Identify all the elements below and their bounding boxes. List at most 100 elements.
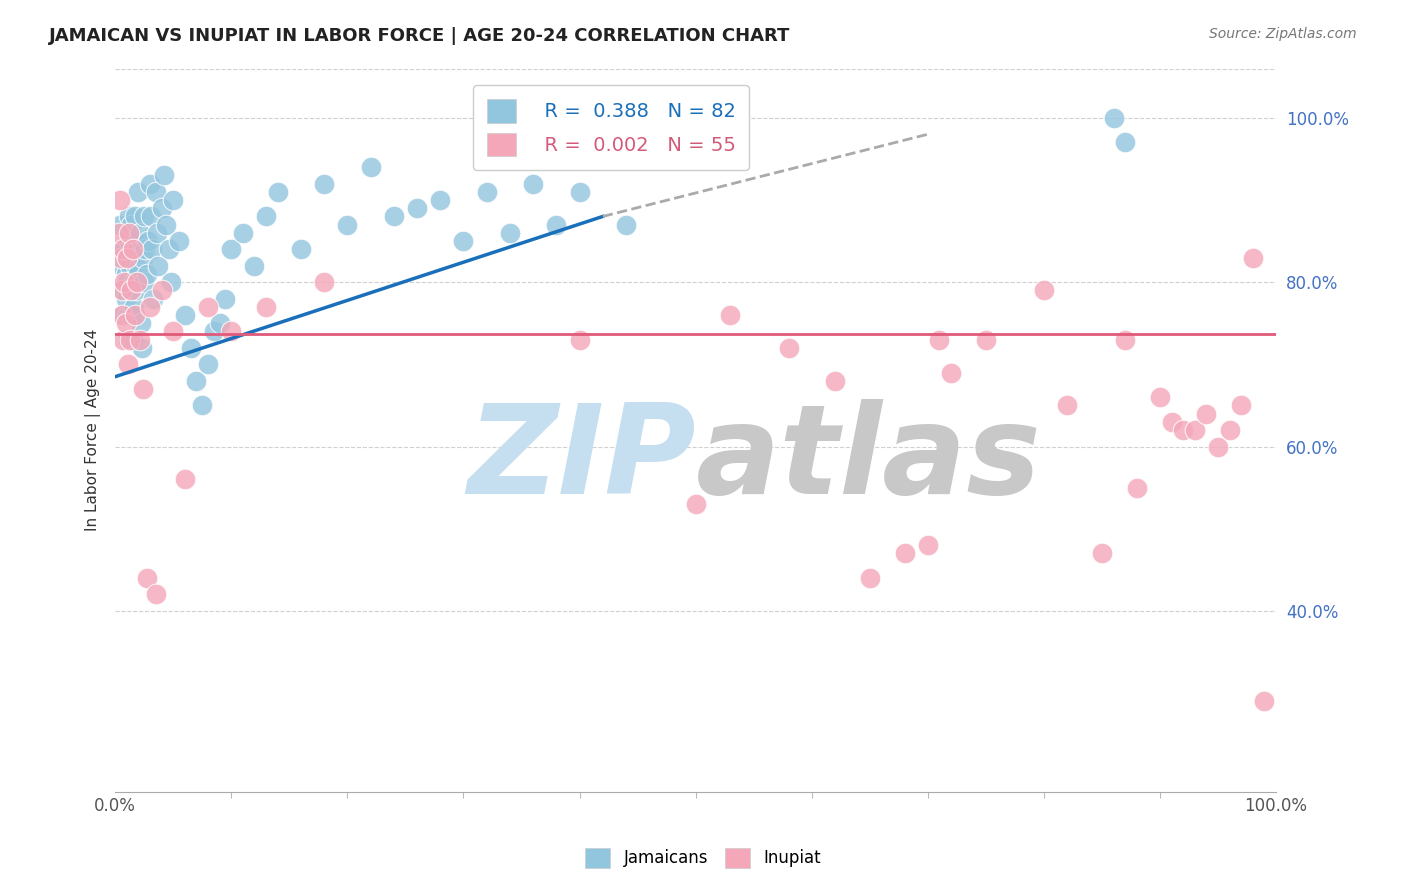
Point — [197, 357, 219, 371]
Point — [111, 259, 134, 273]
Point — [778, 341, 800, 355]
Point — [141, 210, 163, 224]
Point — [928, 333, 950, 347]
Text: atlas: atlas — [696, 399, 1042, 519]
Point — [1102, 111, 1125, 125]
Point — [112, 284, 135, 298]
Point — [122, 275, 145, 289]
Point — [114, 275, 136, 289]
Point — [186, 374, 208, 388]
Point — [254, 210, 277, 224]
Point — [131, 341, 153, 355]
Point — [360, 160, 382, 174]
Point — [112, 308, 135, 322]
Point — [1241, 251, 1264, 265]
Point — [336, 218, 359, 232]
Point — [173, 472, 195, 486]
Point — [232, 226, 254, 240]
Point — [191, 399, 214, 413]
Point — [108, 218, 131, 232]
Point — [134, 243, 156, 257]
Point — [110, 251, 132, 265]
Point — [120, 308, 142, 322]
Point — [115, 275, 138, 289]
Point — [132, 382, 155, 396]
Point — [118, 226, 141, 240]
Point — [160, 275, 183, 289]
Point — [117, 333, 139, 347]
Point — [180, 341, 202, 355]
Point — [824, 374, 846, 388]
Point — [917, 538, 939, 552]
Point — [214, 292, 236, 306]
Point — [145, 185, 167, 199]
Point — [568, 185, 591, 199]
Point — [167, 234, 190, 248]
Point — [859, 571, 882, 585]
Point — [1173, 423, 1195, 437]
Point — [114, 267, 136, 281]
Point — [406, 201, 429, 215]
Point — [1056, 399, 1078, 413]
Point — [122, 300, 145, 314]
Point — [128, 333, 150, 347]
Point — [128, 226, 150, 240]
Point — [314, 275, 336, 289]
Point — [136, 234, 159, 248]
Point — [145, 587, 167, 601]
Point — [142, 292, 165, 306]
Point — [139, 177, 162, 191]
Point — [124, 234, 146, 248]
Text: Source: ZipAtlas.com: Source: ZipAtlas.com — [1209, 27, 1357, 41]
Point — [139, 300, 162, 314]
Point — [202, 325, 225, 339]
Point — [150, 201, 173, 215]
Point — [592, 152, 614, 166]
Point — [120, 218, 142, 232]
Point — [254, 300, 277, 314]
Point — [114, 292, 136, 306]
Point — [1195, 407, 1218, 421]
Point — [127, 267, 149, 281]
Point — [118, 210, 141, 224]
Point — [1160, 415, 1182, 429]
Point — [720, 308, 742, 322]
Point — [157, 243, 180, 257]
Point — [117, 308, 139, 322]
Point — [127, 185, 149, 199]
Point — [568, 333, 591, 347]
Point — [125, 259, 148, 273]
Point — [112, 333, 135, 347]
Point — [120, 333, 142, 347]
Point — [129, 316, 152, 330]
Point — [110, 243, 132, 257]
Legend: Jamaicans, Inupiat: Jamaicans, Inupiat — [579, 841, 827, 875]
Point — [1091, 546, 1114, 560]
Point — [120, 259, 142, 273]
Point — [314, 177, 336, 191]
Point — [939, 366, 962, 380]
Point — [111, 284, 134, 298]
Y-axis label: In Labor Force | Age 20-24: In Labor Force | Age 20-24 — [86, 329, 101, 532]
Point — [117, 357, 139, 371]
Point — [974, 333, 997, 347]
Point — [115, 251, 138, 265]
Point — [111, 308, 134, 322]
Point — [155, 218, 177, 232]
Point — [893, 546, 915, 560]
Point — [121, 333, 143, 347]
Point — [1114, 333, 1136, 347]
Point — [150, 284, 173, 298]
Point — [134, 210, 156, 224]
Point — [141, 243, 163, 257]
Point — [121, 243, 143, 257]
Point — [546, 218, 568, 232]
Point — [243, 259, 266, 273]
Point — [135, 571, 157, 585]
Point — [522, 177, 544, 191]
Point — [124, 210, 146, 224]
Point — [1230, 399, 1253, 413]
Point — [475, 185, 498, 199]
Point — [429, 193, 451, 207]
Point — [108, 193, 131, 207]
